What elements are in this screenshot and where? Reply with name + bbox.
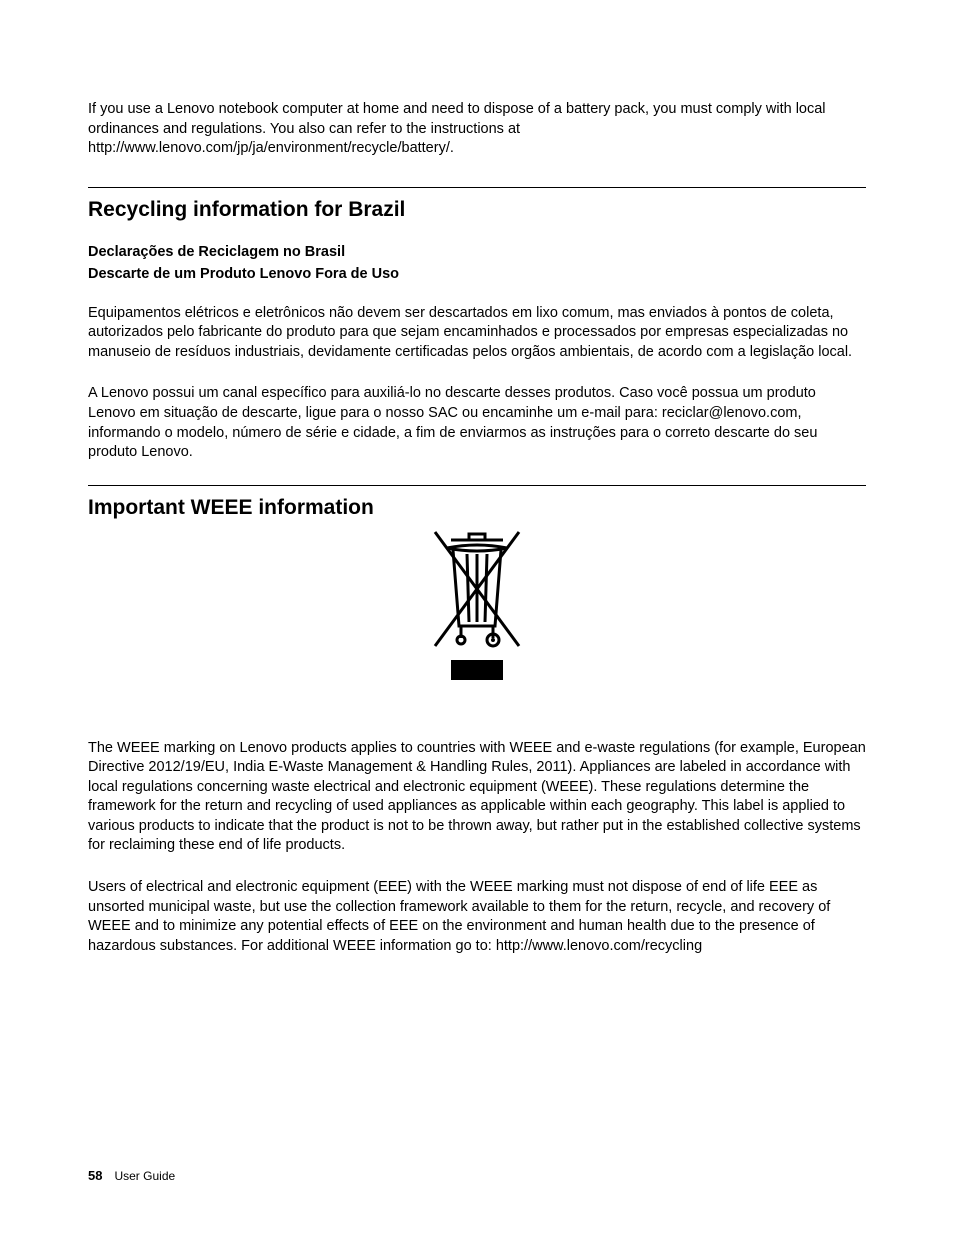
doc-title: User Guide bbox=[114, 1169, 175, 1183]
intro-paragraph: If you use a Lenovo notebook computer at… bbox=[88, 100, 866, 159]
page-number: 58 bbox=[88, 1168, 102, 1183]
section-rule-weee bbox=[88, 485, 866, 486]
weee-para-1: The WEEE marking on Lenovo products appl… bbox=[88, 739, 866, 856]
subheading-descarte: Descarte de um Produto Lenovo Fora de Us… bbox=[88, 266, 866, 282]
heading-brazil: Recycling information for Brazil bbox=[88, 198, 866, 222]
weee-crossed-bin-icon bbox=[417, 526, 537, 684]
page-footer: 58 User Guide bbox=[88, 1168, 175, 1183]
weee-para-2: Users of electrical and electronic equip… bbox=[88, 878, 866, 956]
weee-figure bbox=[88, 526, 866, 689]
brazil-para-2: A Lenovo possui um canal específico para… bbox=[88, 384, 866, 462]
section-rule-brazil bbox=[88, 187, 866, 188]
subheading-declaracoes: Declarações de Reciclagem no Brasil bbox=[88, 244, 866, 260]
heading-weee: Important WEEE information bbox=[88, 496, 866, 520]
brazil-para-1: Equipamentos elétricos e eletrônicos não… bbox=[88, 304, 866, 363]
